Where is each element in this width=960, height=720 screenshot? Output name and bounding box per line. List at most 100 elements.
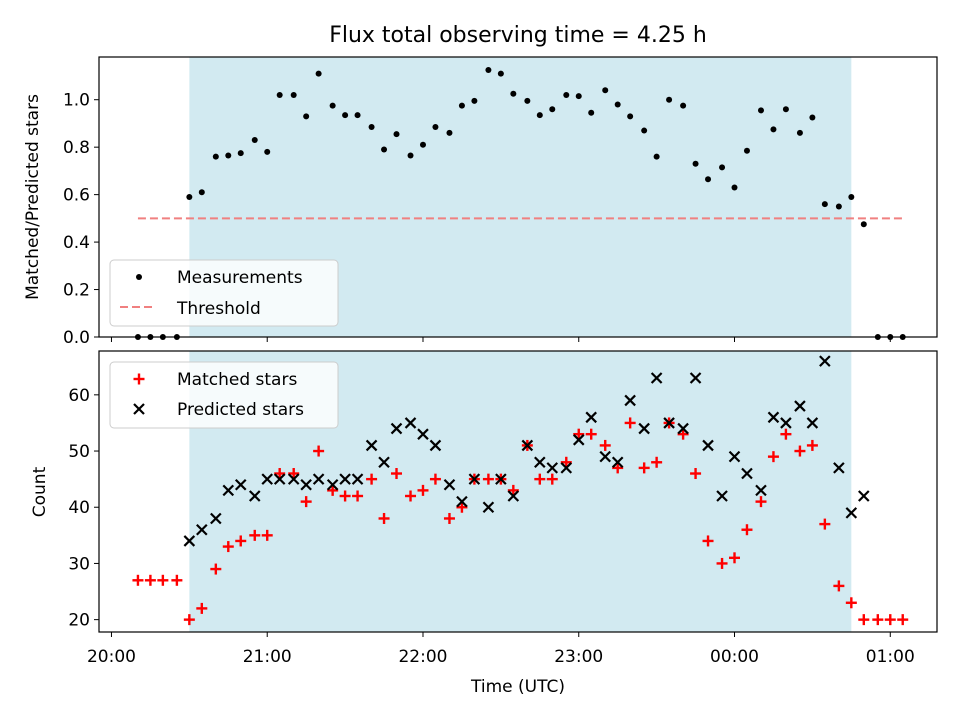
matched-point-57 [872,614,884,626]
measurement-point-51 [796,129,803,136]
predicted-point-48-b [806,417,819,429]
bottom-y-axis-label: Count [30,466,50,517]
matched-point-37 [612,462,624,474]
predicted-point-45-b [767,411,780,424]
predicted-point-11-b [326,478,339,491]
bottom-y-tick-label-0: 20 [68,611,90,631]
measurement-point-48 [757,107,764,114]
top-y-tick-label-2: 0.4 [63,233,90,253]
legend-measurements-label: Measurements [177,268,303,288]
predicted-point-38-b [677,422,689,435]
measurement-point-33 [563,91,570,98]
predicted-point-5 [248,490,261,502]
predicted-point-23-b [482,501,495,514]
measurement-point-52 [809,114,816,121]
matched-point-12 [288,468,300,480]
matched-point-49 [767,451,779,463]
predicted-point-17 [404,417,417,429]
predicted-point-46 [780,417,792,429]
predicted-point-47-b [794,400,806,412]
matched-point-51 [794,445,806,457]
matched-point-11 [274,468,286,480]
predicted-point-34 [624,394,636,407]
predicted-point-12-b [339,473,351,485]
bottom-plot-frame [98,350,938,633]
matched-point-53 [819,518,831,530]
predicted-point-42 [728,450,741,463]
predicted-point-23 [482,501,495,514]
matched-point-39 [638,462,650,474]
legend-predicted-marker [133,403,145,415]
predicted-point-4-b [234,478,247,491]
measurement-point-12 [290,91,297,98]
predicted-point-21 [456,495,468,508]
predicted-point-19 [429,439,442,452]
measurement-point-8 [237,150,244,157]
matched-point-16 [339,490,351,502]
predicted-point-40 [702,439,714,452]
chart-title: Flux total observing time = 4.25 h [329,23,707,48]
matched-point-42 [677,428,689,440]
measurement-point-30 [524,97,531,104]
measurement-point-26 [471,97,478,104]
predicted-point-11 [326,478,339,491]
predicted-point-3-b [222,484,235,497]
measurement-point-47 [743,147,750,154]
measurement-point-44 [705,176,712,183]
predicted-point-43-b [741,467,753,480]
legend-matched-label: Matched stars [177,370,297,390]
predicted-point-49 [819,355,831,367]
predicted-point-25-b [507,490,520,502]
x-tick-label-0: 20:00 [87,647,136,667]
measurement-point-25 [458,102,465,109]
predicted-point-29-b [560,462,573,474]
predicted-point-44-b [755,484,767,497]
predicted-point-44 [755,484,767,497]
top-plot-frame [98,56,938,338]
predicted-point-35 [638,422,650,435]
predicted-point-42-b [728,450,741,463]
measurement-point-35 [588,109,595,116]
predicted-point-52 [858,490,870,502]
top-y-tick-label-5: 1.0 [63,91,90,111]
measurement-point-41 [666,96,673,103]
matched-point-47 [741,524,753,536]
bottom-y-tick-label-3: 50 [68,442,90,462]
predicted-point-6 [261,473,274,485]
legend-measurements-marker [136,274,142,280]
measurement-point-13 [303,113,310,120]
legend-threshold-label: Threshold [176,299,261,319]
matched-point-50 [780,428,792,440]
matched-point-48 [755,496,767,508]
measurement-point-22 [419,141,426,148]
predicted-point-46-b [780,417,792,429]
measurement-point-15 [329,102,336,109]
predicted-point-40-b [702,439,714,452]
matched-point-29 [507,484,519,496]
predicted-point-16 [390,422,403,435]
matched-point-18 [366,473,378,485]
predicted-point-26 [521,439,534,452]
predicted-point-20-b [443,478,456,491]
predicted-point-5-b [248,490,261,502]
predicted-point-36-b [650,372,663,384]
x-tick-label-2: 22:00 [398,647,447,667]
measurement-point-24 [446,129,453,136]
bottom-y-tick-label-2: 40 [68,498,90,518]
x-tick-label-4: 00:00 [710,647,759,667]
predicted-point-25 [507,490,520,502]
predicted-point-21-b [456,495,468,508]
measurement-point-29 [510,90,517,97]
matched-point-44 [702,535,714,547]
legend-predicted-cross [133,403,145,415]
predicted-point-16-b [390,422,403,435]
matched-point-56 [858,614,870,626]
measurement-point-50 [782,106,789,113]
matched-point-55 [845,597,857,609]
matched-point-46 [729,552,741,564]
predicted-point-30-b [572,434,585,446]
measurement-point-32 [549,106,556,113]
predicted-point-33-b [611,456,624,469]
predicted-point-51 [845,507,858,519]
predicted-point-22 [468,473,481,485]
